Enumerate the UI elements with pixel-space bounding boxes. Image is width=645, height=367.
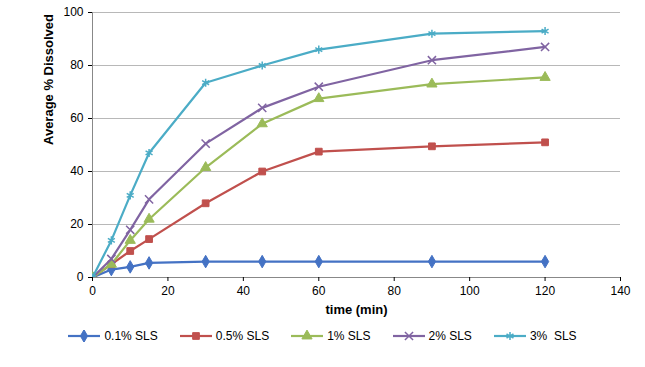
svg-text:140: 140 <box>610 284 630 298</box>
svg-text:60: 60 <box>70 111 84 125</box>
svg-text:time (min): time (min) <box>325 302 387 317</box>
svg-text:40: 40 <box>70 164 84 178</box>
html-text:1% SLS: 1% SLS <box>327 329 371 343</box>
html-text:0.5% SLS: 0.5% SLS <box>215 329 270 343</box>
svg-text:60: 60 <box>312 284 326 298</box>
svg-text:100: 100 <box>460 284 480 298</box>
html-text:2% SLS: 2% SLS <box>428 329 472 343</box>
svg-text:80: 80 <box>388 284 402 298</box>
svg-text:100: 100 <box>63 5 83 19</box>
svg-text:Average % Dissolved: Average % Dissolved <box>41 14 56 145</box>
svg-text:120: 120 <box>535 284 555 298</box>
svg-text:20: 20 <box>70 217 84 231</box>
svg-text:20: 20 <box>161 284 175 298</box>
svg-text:0: 0 <box>89 284 96 298</box>
svg-text:40: 40 <box>237 284 251 298</box>
html-text:0.1% SLS: 0.1% SLS <box>104 329 158 343</box>
svg-text:0: 0 <box>77 270 84 284</box>
svg-text:80: 80 <box>70 58 84 72</box>
html-text:3% SLS: 3% SLS <box>529 329 577 343</box>
